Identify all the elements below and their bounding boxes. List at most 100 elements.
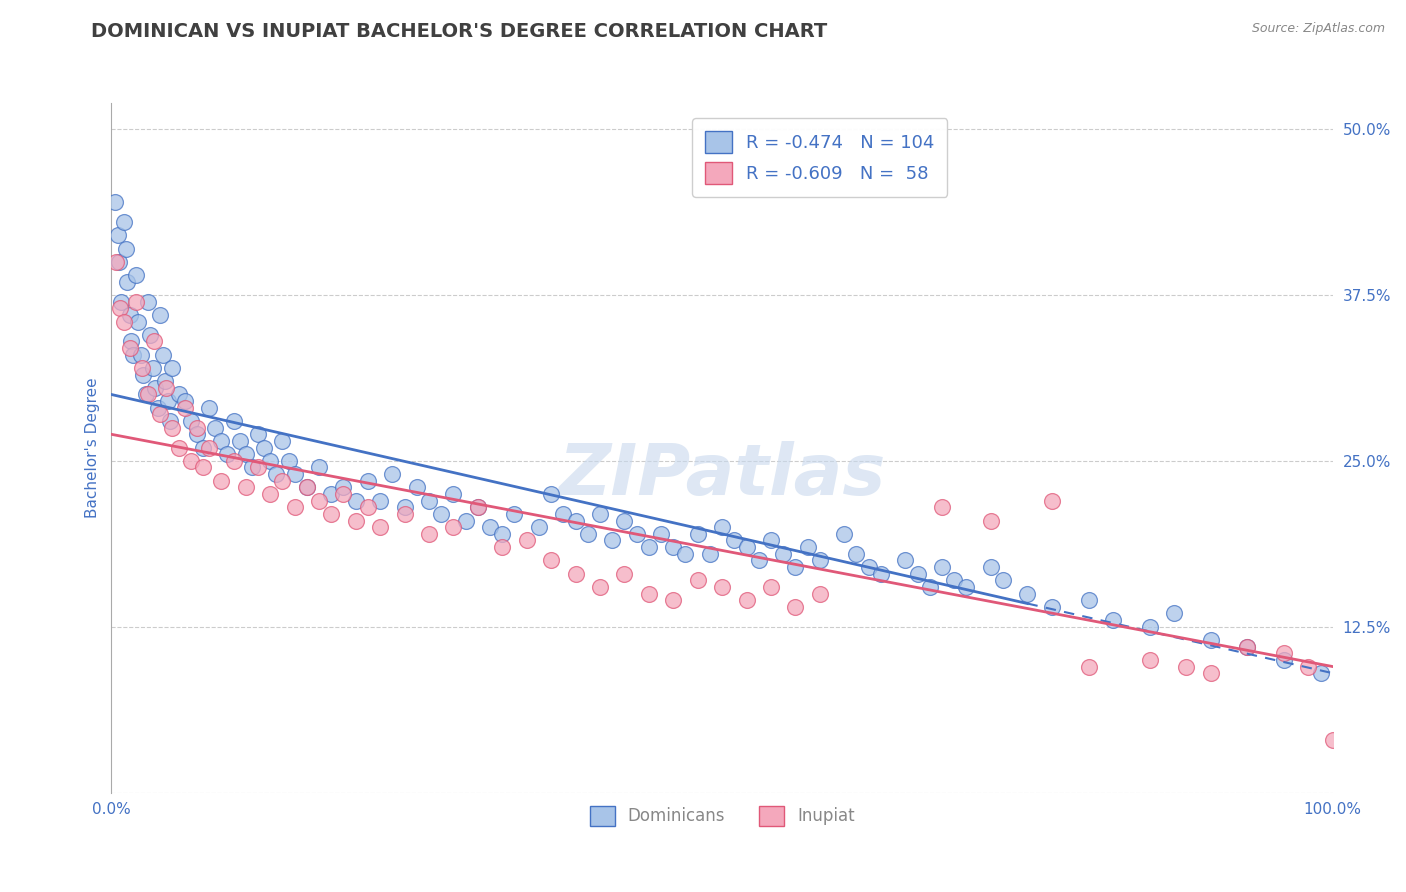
Point <box>284 500 307 515</box>
Point <box>1199 666 1222 681</box>
Point <box>253 441 276 455</box>
Point <box>209 434 232 448</box>
Point <box>931 500 953 515</box>
Point <box>662 593 685 607</box>
Point <box>540 487 562 501</box>
Point <box>637 540 659 554</box>
Point <box>235 447 257 461</box>
Point <box>136 294 159 309</box>
Point <box>870 566 893 581</box>
Point <box>368 493 391 508</box>
Point <box>198 441 221 455</box>
Point <box>1309 666 1331 681</box>
Point <box>943 574 966 588</box>
Point <box>149 408 172 422</box>
Point <box>308 460 330 475</box>
Point <box>1272 646 1295 660</box>
Point <box>209 474 232 488</box>
Point <box>146 401 169 415</box>
Point <box>686 574 709 588</box>
Point <box>357 500 380 515</box>
Point <box>107 254 129 268</box>
Point <box>637 586 659 600</box>
Point <box>675 547 697 561</box>
Point <box>980 560 1002 574</box>
Point <box>1139 620 1161 634</box>
Point <box>858 560 880 574</box>
Text: ZIPatlas: ZIPatlas <box>558 441 886 509</box>
Point <box>405 480 427 494</box>
Point <box>167 387 190 401</box>
Point <box>735 593 758 607</box>
Point <box>626 526 648 541</box>
Point <box>155 381 177 395</box>
Point <box>180 414 202 428</box>
Point <box>918 580 941 594</box>
Point <box>266 467 288 482</box>
Point <box>394 500 416 515</box>
Point <box>980 514 1002 528</box>
Point <box>589 507 612 521</box>
Point <box>162 420 184 434</box>
Point <box>845 547 868 561</box>
Point <box>246 460 269 475</box>
Point <box>589 580 612 594</box>
Point <box>156 394 179 409</box>
Point <box>295 480 318 494</box>
Point <box>149 308 172 322</box>
Point <box>321 507 343 521</box>
Point <box>540 553 562 567</box>
Point <box>136 387 159 401</box>
Point <box>759 580 782 594</box>
Point <box>491 540 513 554</box>
Point <box>115 242 138 256</box>
Text: Source: ZipAtlas.com: Source: ZipAtlas.com <box>1251 22 1385 36</box>
Point <box>204 420 226 434</box>
Point <box>277 454 299 468</box>
Point <box>259 487 281 501</box>
Point <box>441 487 464 501</box>
Point <box>1139 653 1161 667</box>
Point <box>118 308 141 322</box>
Point <box>553 507 575 521</box>
Point <box>112 314 135 328</box>
Point <box>467 500 489 515</box>
Point <box>796 540 818 554</box>
Point <box>1236 640 1258 654</box>
Point <box>1017 586 1039 600</box>
Point <box>271 434 294 448</box>
Point <box>894 553 917 567</box>
Point <box>117 275 139 289</box>
Point <box>600 533 623 548</box>
Point <box>832 526 855 541</box>
Point <box>699 547 721 561</box>
Point <box>246 427 269 442</box>
Point <box>735 540 758 554</box>
Point <box>308 493 330 508</box>
Point <box>357 474 380 488</box>
Point <box>143 334 166 349</box>
Point <box>108 301 131 316</box>
Point <box>180 454 202 468</box>
Point <box>418 526 440 541</box>
Point <box>122 348 145 362</box>
Point <box>785 560 807 574</box>
Point <box>162 361 184 376</box>
Point <box>332 480 354 494</box>
Point <box>808 553 831 567</box>
Point <box>186 420 208 434</box>
Point <box>222 414 245 428</box>
Point <box>1272 653 1295 667</box>
Point <box>441 520 464 534</box>
Point <box>723 533 745 548</box>
Point <box>159 414 181 428</box>
Point <box>152 348 174 362</box>
Point <box>217 447 239 461</box>
Point <box>125 268 148 282</box>
Point <box>454 514 477 528</box>
Point <box>228 434 250 448</box>
Point <box>772 547 794 561</box>
Point <box>344 514 367 528</box>
Point <box>259 454 281 468</box>
Point <box>240 460 263 475</box>
